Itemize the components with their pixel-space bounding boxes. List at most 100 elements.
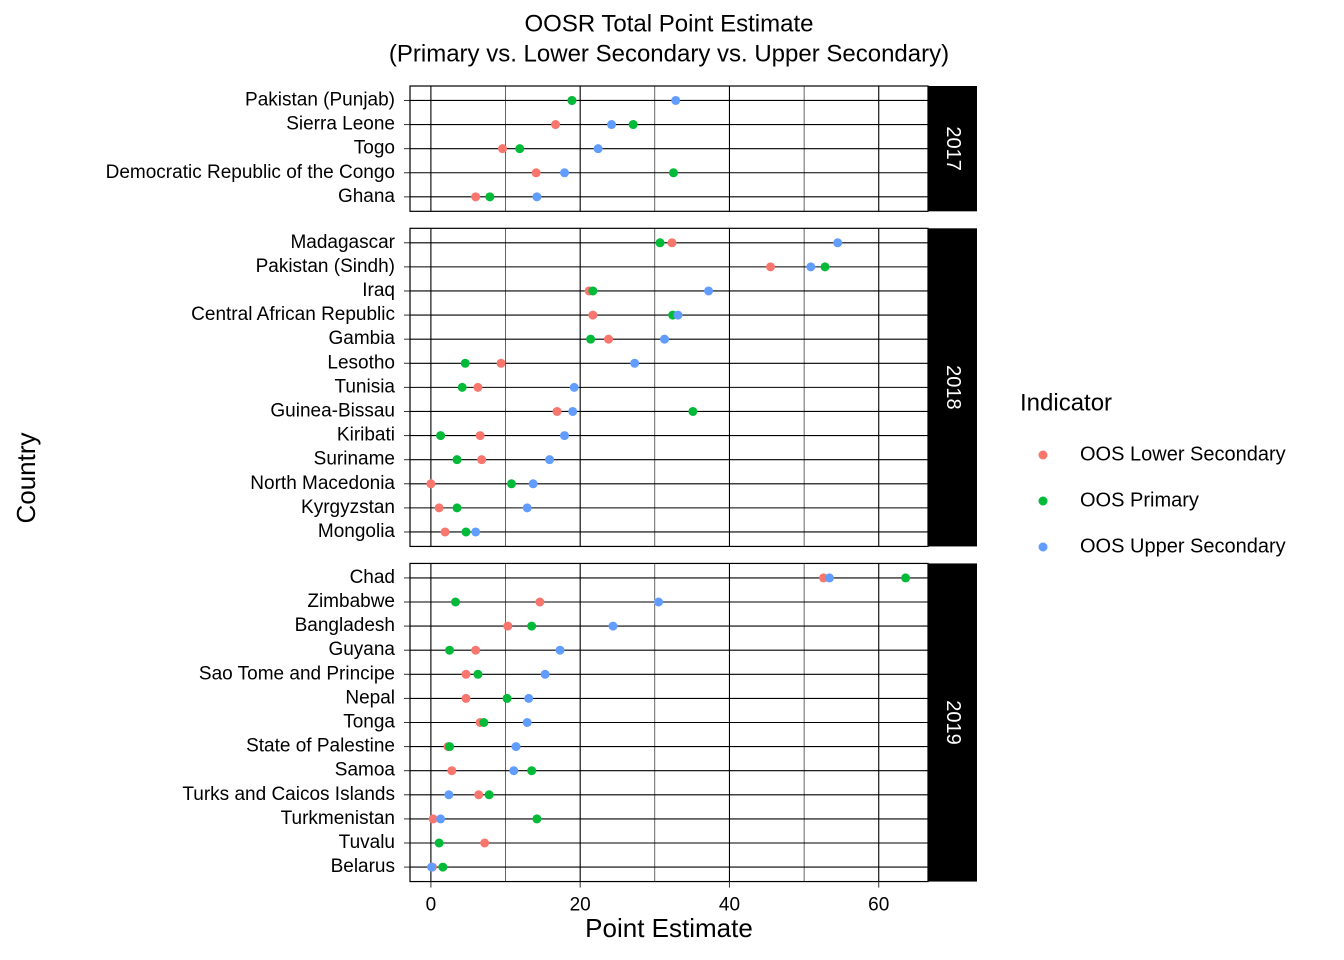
- dot: [436, 431, 446, 441]
- dot: [434, 838, 444, 848]
- dot: [436, 814, 446, 824]
- dot: [532, 814, 542, 824]
- dot: [479, 718, 489, 727]
- dot: [704, 286, 714, 296]
- dot: [588, 310, 598, 320]
- dot: [473, 669, 483, 679]
- x-axis-label: Point Estimate: [585, 913, 753, 943]
- dot: [515, 144, 525, 154]
- y-tick-label: Chad: [350, 567, 395, 588]
- dot: [475, 431, 485, 441]
- y-tick-label: North Macedonia: [250, 473, 395, 494]
- dot: [485, 192, 495, 202]
- dot: [426, 479, 436, 489]
- dot: [654, 597, 664, 607]
- dot: [586, 334, 596, 344]
- dot: [471, 645, 481, 655]
- dot: [604, 334, 614, 344]
- facet-strip: [928, 86, 977, 212]
- x-tick-label: 0: [426, 895, 437, 916]
- y-tick-label: Samoa: [335, 760, 396, 781]
- legend-marker: [1038, 450, 1048, 460]
- y-tick-label: Kyrgyzstan: [301, 497, 395, 518]
- dot: [451, 597, 461, 607]
- y-tick-label: Sao Tome and Principe: [199, 663, 395, 684]
- dot: [901, 573, 911, 583]
- y-tick-label: Tunisia: [334, 376, 395, 397]
- dot: [593, 144, 603, 154]
- y-tick-label: Zimbabwe: [307, 591, 395, 612]
- dot: [628, 120, 638, 130]
- dot: [461, 669, 471, 679]
- dot: [630, 358, 640, 368]
- dot: [660, 334, 670, 344]
- y-tick-label: Mongolia: [318, 521, 396, 542]
- dot: [507, 479, 517, 489]
- y-tick-label: Madagascar: [290, 232, 395, 253]
- dot: [498, 144, 508, 154]
- dot: [688, 406, 698, 416]
- dot: [527, 766, 537, 776]
- dot: [511, 742, 521, 752]
- y-tick-label: Sierra Leone: [286, 114, 395, 135]
- dot: [535, 597, 545, 607]
- dot: [673, 310, 683, 320]
- legend-marker: [1038, 496, 1048, 506]
- dot: [806, 262, 816, 272]
- legend-label: OOS Lower Secondary: [1080, 443, 1286, 465]
- dot: [766, 262, 776, 272]
- dot: [608, 621, 618, 631]
- dot: [471, 527, 481, 537]
- dot: [552, 406, 562, 416]
- y-tick-label: Tonga: [343, 712, 395, 733]
- y-tick-label: Pakistan (Sindh): [256, 256, 395, 277]
- facet-label: 2017: [942, 126, 964, 171]
- dot: [524, 693, 534, 703]
- dot: [560, 168, 570, 178]
- y-tick-label: Gambia: [328, 328, 395, 349]
- facet-strip: [928, 563, 977, 882]
- dot: [502, 693, 512, 703]
- dot: [447, 766, 457, 776]
- y-tick-label: Pakistan (Punjab): [245, 89, 395, 110]
- y-tick-label: Tuvalu: [339, 832, 395, 853]
- chart-title: (Primary vs. Lower Secondary vs. Upper S…: [389, 40, 949, 67]
- y-tick-label: Kiribati: [337, 425, 395, 446]
- dot: [428, 814, 438, 824]
- y-tick-label: Democratic Republic of the Congo: [106, 162, 395, 183]
- dot: [671, 95, 681, 105]
- dot: [445, 742, 455, 752]
- y-tick-label: Turks and Caicos Islands: [182, 784, 395, 805]
- dot: [532, 192, 542, 202]
- x-tick-label: 20: [570, 895, 591, 916]
- dot: [522, 503, 532, 513]
- dot: [452, 503, 462, 513]
- dot: [668, 168, 678, 178]
- dot: [528, 479, 538, 489]
- dot: [527, 621, 537, 631]
- y-tick-label: Iraq: [362, 280, 395, 301]
- dot: [460, 358, 470, 368]
- facet-strip: [928, 228, 977, 547]
- dot: [484, 790, 494, 800]
- dot: [545, 455, 555, 465]
- dot: [427, 862, 437, 872]
- legend-marker: [1038, 542, 1048, 552]
- legend-label: OOS Upper Secondary: [1080, 535, 1286, 557]
- y-tick-label: Turkmenistan: [281, 808, 395, 829]
- y-tick-label: Togo: [354, 138, 395, 159]
- y-tick-label: Ghana: [338, 186, 395, 207]
- y-tick-label: Lesotho: [327, 352, 395, 373]
- dot: [480, 838, 490, 848]
- dot: [568, 406, 578, 416]
- dot: [567, 95, 577, 105]
- dot: [444, 790, 454, 800]
- dot: [496, 358, 506, 368]
- dot: [509, 766, 519, 776]
- chart-title: OOSR Total Point Estimate: [524, 10, 813, 37]
- dot: [438, 862, 448, 872]
- dot: [569, 382, 579, 392]
- y-tick-label: State of Palestine: [246, 736, 395, 757]
- y-tick-label: Guyana: [328, 639, 395, 660]
